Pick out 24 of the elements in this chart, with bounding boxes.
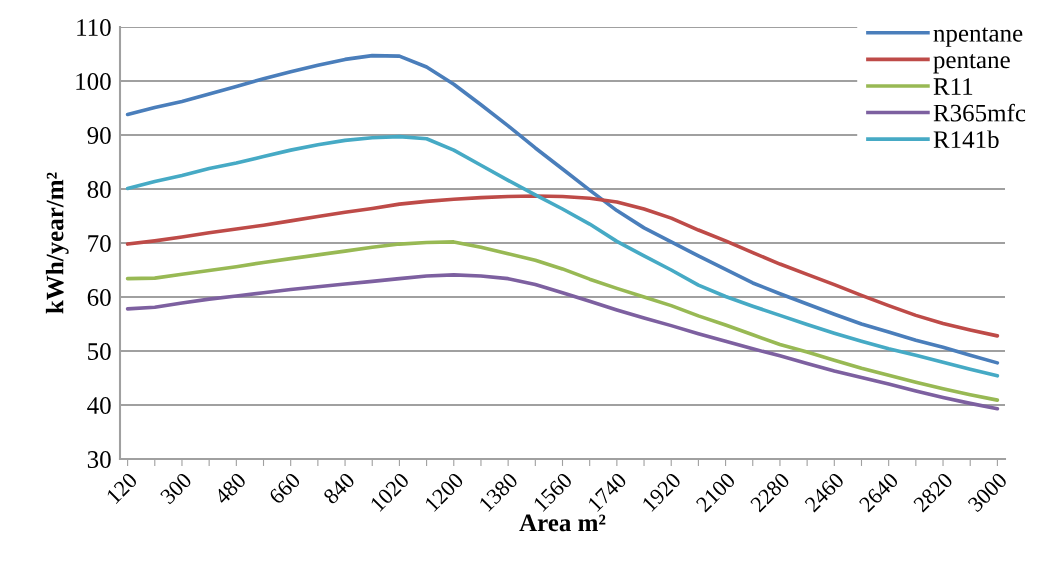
legend-label: R141b (933, 130, 999, 149)
legend-label: R365mfc (933, 103, 1026, 122)
y-tick-label: 60 (87, 289, 111, 306)
line-series (125, 240, 1000, 402)
legend-label: pentane (933, 54, 1010, 74)
y-tick-label: 110 (77, 19, 111, 36)
y-tick-label: 80 (87, 181, 111, 198)
y-tick-label: 40 (87, 397, 111, 414)
x-axis-title: Area m² (519, 514, 606, 532)
line-series (125, 194, 1000, 338)
x-tick-label: 300 (159, 471, 193, 505)
y-tick-label: 70 (88, 235, 111, 252)
y-tick-label: 100 (76, 73, 111, 90)
y-tick-label: 50 (88, 343, 111, 360)
y-tick-label: 90 (87, 127, 111, 144)
x-tick-label: 840 (322, 471, 356, 505)
legend-label: R11 (933, 78, 973, 95)
x-tick-label: 660 (268, 471, 302, 505)
x-tick-label: 480 (213, 471, 247, 506)
x-tick-label: 120 (105, 471, 139, 505)
y-axis-title: kWh/year/m² (45, 172, 69, 314)
legend-label: npentane (933, 27, 1023, 47)
line-series (125, 273, 1000, 411)
y-tick-label: 30 (87, 451, 111, 468)
